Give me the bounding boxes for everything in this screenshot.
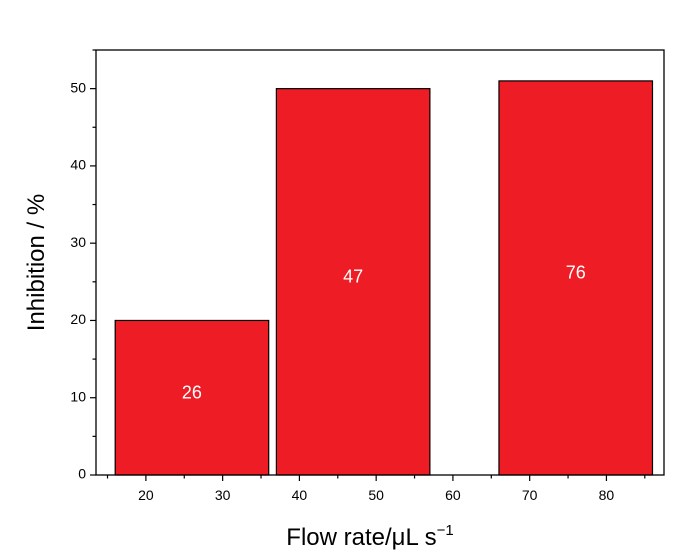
y-tick-label: 30	[70, 234, 86, 250]
y-tick-label: 0	[78, 466, 86, 482]
x-axis-title-main: Flow rate/	[286, 524, 392, 551]
bar-2	[275, 88, 431, 476]
x-tick-label: 20	[138, 487, 154, 503]
y-axis-title: Inhibition / %	[23, 194, 50, 331]
x-tick-label: 80	[599, 487, 615, 503]
x-axis-title-unit: L s	[405, 524, 436, 551]
x-tick-label: 60	[445, 487, 461, 503]
plot-frame	[95, 49, 665, 476]
x-tick-label: 50	[368, 487, 384, 503]
x-tick-label: 70	[522, 487, 538, 503]
x-axis-title-superscript: −1	[437, 522, 454, 539]
x-tick-label: 40	[292, 487, 308, 503]
bar-label-3: 76	[566, 263, 586, 283]
bar-1	[114, 319, 270, 476]
ticks-layer: 0 10 20 30 40 50 20 30 40 50 60 70 80	[70, 49, 646, 503]
y-tick-label: 20	[70, 311, 86, 327]
y-tick-label: 10	[70, 388, 86, 404]
bar-3	[498, 80, 654, 476]
x-axis-title: Flow rate/μL s−1	[286, 522, 453, 551]
bars-layer: 26 47 76	[114, 80, 654, 476]
x-tick-label: 30	[215, 487, 231, 503]
bar-label-1: 26	[182, 382, 202, 402]
bar-label-2: 47	[343, 267, 363, 287]
y-tick-label: 40	[70, 157, 86, 173]
y-tick-label: 50	[70, 79, 86, 95]
x-axis-title-mu: μ	[392, 524, 406, 551]
